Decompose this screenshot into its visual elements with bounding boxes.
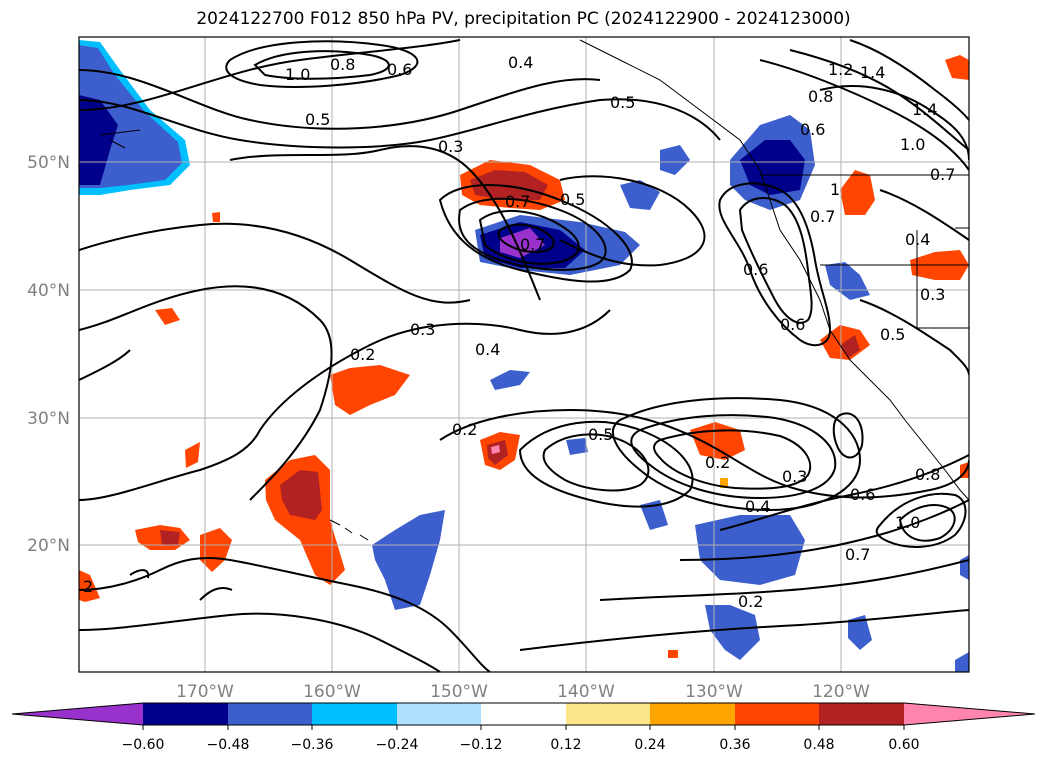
lon-label: 120°W <box>812 682 870 702</box>
colorbar-tick-label: −0.48 <box>207 737 250 753</box>
contour-label: 0.6 <box>800 120 825 139</box>
colorbar-extend-low <box>12 703 143 725</box>
contour-label: 0.5 <box>880 325 905 344</box>
contour-label: 0.3 <box>782 467 807 486</box>
colorbar-tick-label: 0.60 <box>888 737 919 753</box>
gridlines <box>79 37 969 672</box>
contour-label: 0.5 <box>305 110 330 129</box>
contour-label: 0.7 <box>520 235 545 254</box>
latitude-labels: 50°N 40°N 30°N 20°N <box>27 153 70 556</box>
contour-label: 0.4 <box>905 230 930 249</box>
contour-label: 1.0 <box>285 65 310 84</box>
contour-label: 0.7 <box>505 192 530 211</box>
lat-label: 20°N <box>27 536 70 556</box>
contour-label: 0.3 <box>410 320 435 339</box>
contour-label: 0.5 <box>610 93 635 112</box>
contour-label: 1 <box>830 180 840 199</box>
colorbar-bin <box>735 703 819 725</box>
colorbar-tick-label: 0.48 <box>803 737 834 753</box>
contour-label: 0.6 <box>780 315 805 334</box>
colorbar-extend-high <box>904 703 1035 725</box>
colorbar-bin <box>228 703 312 725</box>
lat-label: 50°N <box>27 153 70 173</box>
contour-label: 2 <box>83 577 93 596</box>
contour-label: 0.8 <box>915 465 940 484</box>
contour-label: 0.8 <box>808 87 833 106</box>
colorbar-bin <box>143 703 228 725</box>
lon-label: 150°W <box>430 682 488 702</box>
colorbar-bin <box>312 703 397 725</box>
colorbar: −0.60 −0.48 −0.36 −0.24 −0.12 0.12 0.24 … <box>11 702 1036 753</box>
contour-label: 1.0 <box>895 513 920 532</box>
contour-label: 0.6 <box>743 260 768 279</box>
contour-label: 0.2 <box>738 592 763 611</box>
colorbar-tick-label: 0.12 <box>550 737 581 753</box>
longitude-labels: 170°W 160°W 150°W 140°W 130°W 120°W <box>176 682 870 702</box>
map-area: 1.0 0.8 0.6 0.4 0.5 0.5 0.3 0.7 0.5 0.6 … <box>79 37 969 672</box>
contour-label: 0.2 <box>452 420 477 439</box>
contour-label: 0.2 <box>705 453 730 472</box>
contour-label: 0.7 <box>810 207 835 226</box>
contour-label: 0.3 <box>920 285 945 304</box>
colorbar-tick-label: −0.60 <box>122 737 165 753</box>
colorbar-bin <box>397 703 481 725</box>
colorbar-tick-label: 0.24 <box>634 737 665 753</box>
map-title: 2024122700 F012 850 hPa PV, precipitatio… <box>196 9 851 29</box>
lon-label: 170°W <box>176 682 234 702</box>
lon-label: 130°W <box>685 682 743 702</box>
colorbar-bin <box>566 703 650 725</box>
colorbar-bin <box>481 703 566 725</box>
contour-label: 0.8 <box>330 55 355 74</box>
contour-labels: 1.0 0.8 0.6 0.4 0.5 0.5 0.3 0.7 0.5 0.6 … <box>83 53 955 611</box>
contour-label: 1.4 <box>912 100 937 119</box>
map-border <box>78 36 970 673</box>
contour-label: 0.7 <box>845 545 870 564</box>
contour-label: 0.4 <box>745 497 770 516</box>
positive-anomaly-regions <box>79 55 969 658</box>
colorbar-bin <box>650 703 735 725</box>
contour-label: 0.3 <box>438 137 463 156</box>
lat-label: 40°N <box>27 281 70 301</box>
contour-label: 0.2 <box>350 345 375 364</box>
colorbar-bin <box>819 703 904 725</box>
contour-label: 0.5 <box>560 190 585 209</box>
contour-label: 0.7 <box>930 165 955 184</box>
contour-label: 1.0 <box>900 135 925 154</box>
lon-label: 140°W <box>557 682 615 702</box>
contour-label: 0.4 <box>475 340 500 359</box>
colorbar-tick-label: −0.36 <box>291 737 334 753</box>
contour-label: 0.5 <box>588 425 613 444</box>
lat-label: 30°N <box>27 409 70 429</box>
contour-label: 1.4 <box>860 63 885 82</box>
contour-label: 0.6 <box>387 60 412 79</box>
colorbar-tick-label: 0.36 <box>719 737 750 753</box>
colorbar-tick-label: −0.24 <box>376 737 419 753</box>
contour-label: 0.6 <box>850 485 875 504</box>
contour-label: 1.2 <box>828 60 853 79</box>
contour-label: 0.4 <box>508 53 533 72</box>
pv-contours <box>79 39 969 672</box>
colorbar-tick-label: −0.12 <box>460 737 503 753</box>
lon-label: 160°W <box>303 682 361 702</box>
